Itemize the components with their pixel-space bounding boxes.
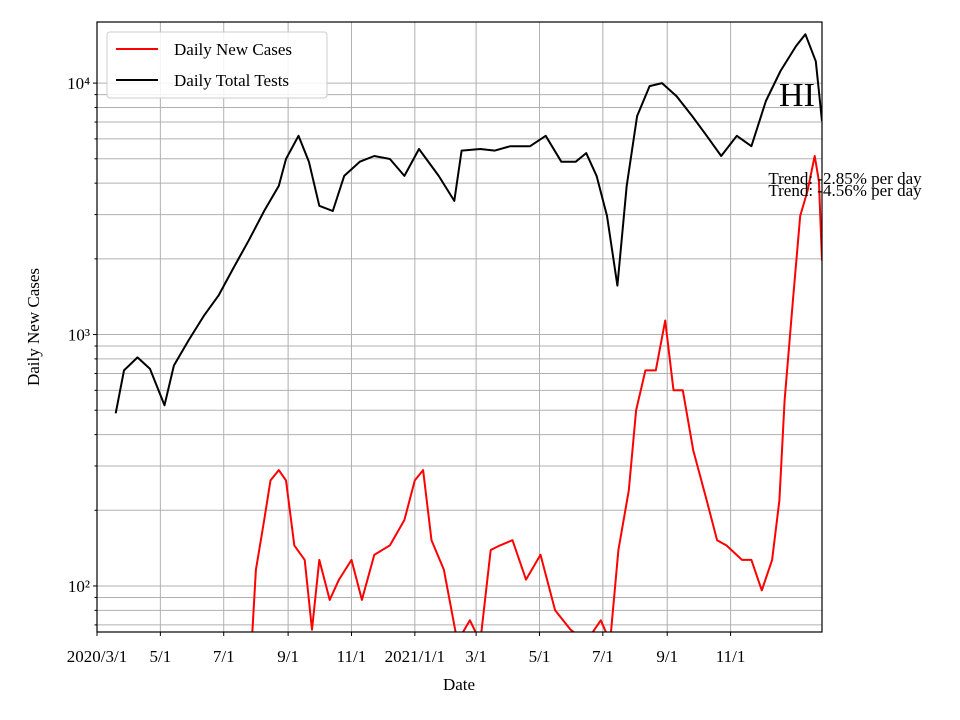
- data-line: [251, 155, 822, 632]
- x-tick-label: 9/1: [656, 647, 678, 666]
- x-axis-label: Date: [443, 675, 475, 694]
- x-tick-label: 2020/3/1: [67, 647, 127, 666]
- x-tick-label: 9/1: [277, 647, 299, 666]
- y-tick-label: 10²: [68, 577, 90, 596]
- annotation: HI: [779, 77, 815, 114]
- legend-label: Daily New Cases: [174, 40, 292, 59]
- legend-label: Daily Total Tests: [174, 71, 289, 90]
- x-tick-label: 3/1: [465, 647, 487, 666]
- x-tick-label: 2021/1/1: [385, 647, 445, 666]
- y-axis-label: Daily New Cases: [24, 268, 43, 386]
- y-tick-label: 10³: [68, 326, 90, 345]
- x-tick-label: 7/1: [592, 647, 614, 666]
- x-tick-label: 11/1: [716, 647, 746, 666]
- plot-frame: [96, 21, 823, 633]
- x-tick-label: 7/1: [213, 647, 235, 666]
- legend-box: [106, 31, 328, 99]
- data-line: [114, 33, 822, 414]
- annotation: Trend: -2.85% per day: [768, 169, 922, 188]
- x-tick-label: 5/1: [529, 647, 551, 666]
- x-tick-label: 11/1: [337, 647, 367, 666]
- annotation: Trend: -4.56% per day: [768, 181, 922, 200]
- x-tick-label: 5/1: [149, 647, 171, 666]
- y-tick-label: 10⁴: [67, 74, 90, 93]
